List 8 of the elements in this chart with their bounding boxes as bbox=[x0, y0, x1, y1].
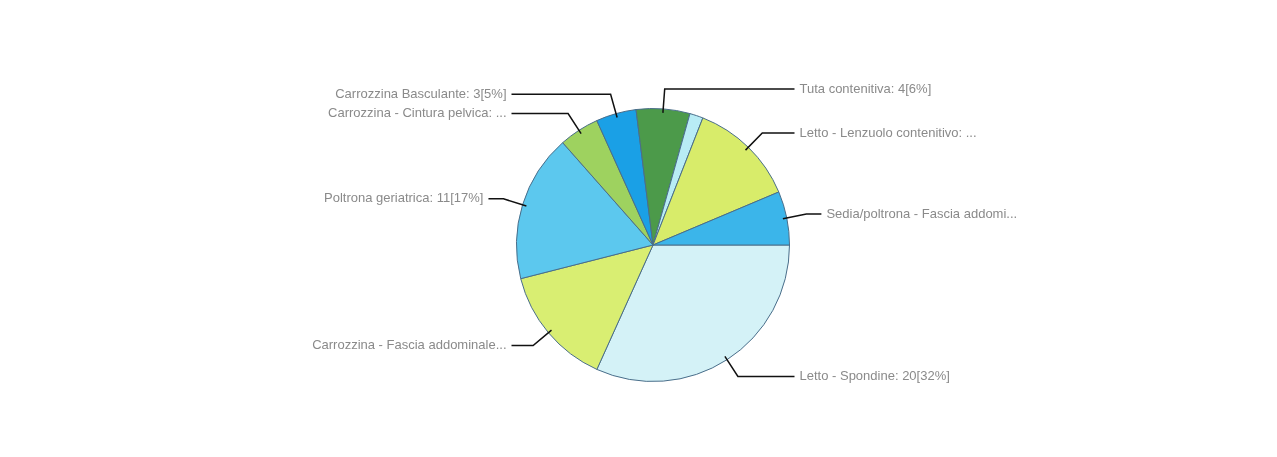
slice-label: Carrozzina - Cintura pelvica: ... bbox=[328, 105, 507, 121]
slice-label: Carrozzina - Fascia addominale... bbox=[312, 337, 507, 353]
slice-label: Letto - Spondine: 20[32%] bbox=[799, 368, 950, 384]
slice-label: Poltrona geriatrica: 11[17%] bbox=[323, 190, 484, 206]
slice-label: Sedia/poltrona - Fascia addomi... bbox=[826, 205, 1018, 221]
slice-label: Tuta contenitiva: 4[6%] bbox=[799, 80, 932, 96]
slice-label: Letto - Lenzuolo contenitivo: ... bbox=[799, 124, 977, 140]
slice-label: Carrozzina Basculante: 3[5%] bbox=[335, 85, 507, 101]
